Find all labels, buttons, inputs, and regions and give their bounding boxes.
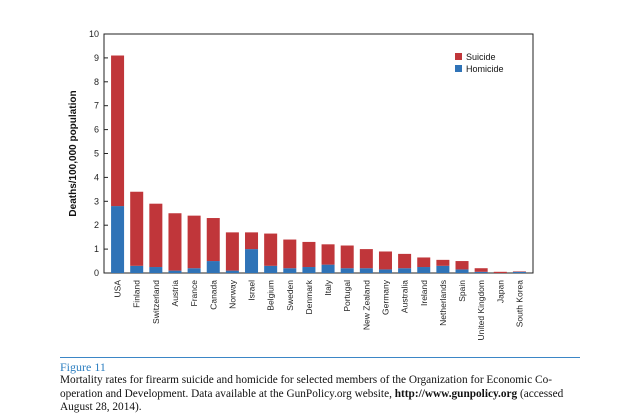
bar-suicide-united-kingdom (474, 268, 488, 272)
bar-suicide-sweden (283, 239, 297, 269)
bar-suicide-france (187, 215, 201, 269)
bar-homicide-denmark (302, 267, 316, 273)
y-tick-label: 3 (94, 196, 99, 206)
bar-homicide-italy (321, 264, 335, 273)
y-tick-label: 5 (94, 149, 99, 159)
x-category-label: Switzerland (151, 280, 161, 324)
bar-homicide-ireland (417, 267, 431, 273)
x-category-label: Spain (457, 280, 467, 302)
y-tick-label: 0 (94, 268, 99, 278)
x-category-label: Sweden (285, 280, 295, 311)
bar-suicide-new-zealand (359, 249, 373, 269)
y-tick-label: 7 (94, 101, 99, 111)
x-category-label: France (189, 280, 199, 307)
y-tick-label: 4 (94, 172, 99, 182)
x-category-label: United Kingdom (476, 280, 486, 340)
bar-suicide-belgium (264, 233, 278, 266)
bar-suicide-switzerland (149, 203, 163, 268)
x-category-label: Denmark (304, 279, 314, 314)
bar-suicide-israel (245, 232, 259, 250)
caption-rule (60, 357, 580, 358)
bar-homicide-belgium (264, 265, 278, 273)
x-category-label: Belgium (266, 280, 276, 311)
x-category-label: Norway (227, 279, 237, 309)
y-tick-label: 10 (89, 29, 99, 39)
bar-homicide-norway (225, 270, 239, 273)
bar-suicide-denmark (302, 241, 316, 268)
bar-homicide-south-korea (512, 271, 526, 273)
x-category-label: Italy (323, 279, 333, 295)
legend-swatch-homicide (455, 65, 462, 72)
x-category-label: Australia (400, 280, 410, 313)
x-category-label: Japan (495, 280, 505, 303)
x-category-label: Israel (247, 280, 257, 301)
y-tick-label: 2 (94, 220, 99, 230)
x-category-label: Netherlands (438, 280, 448, 326)
y-tick-label: 8 (94, 77, 99, 87)
bar-homicide-portugal (340, 268, 354, 273)
x-category-label: Portugal (342, 280, 352, 312)
x-category-label: Ireland (419, 280, 429, 306)
bar-homicide-finland (130, 265, 144, 273)
bar-homicide-austria (168, 270, 182, 273)
x-category-label: South Korea (514, 280, 524, 328)
bar-homicide-australia (398, 268, 412, 273)
caption-text: Mortality rates for firearm suicide and … (60, 374, 580, 415)
caption-url: http://www.gunpolicy.org (394, 387, 518, 400)
x-category-label: Canada (208, 280, 218, 310)
y-tick-label: 9 (94, 53, 99, 63)
caption-text-main: Mortality rates for firearm suicide and … (60, 374, 552, 400)
x-category-label: USA (113, 280, 123, 298)
bar-homicide-israel (245, 249, 259, 273)
bar-suicide-portugal (340, 245, 354, 269)
bar-suicide-finland (130, 191, 144, 266)
legend-label-homicide: Homicide (466, 64, 504, 74)
bar-suicide-usa (111, 55, 125, 207)
bar-homicide-germany (378, 269, 392, 273)
bar-homicide-france (187, 268, 201, 273)
figure-label: Figure 11 (60, 360, 106, 374)
bar-homicide-netherlands (436, 265, 450, 273)
bar-suicide-ireland (417, 257, 431, 268)
legend-swatch-suicide (455, 53, 462, 60)
bar-suicide-norway (225, 232, 239, 271)
bar-homicide-switzerland (149, 267, 163, 273)
chart: 0 1 2 3 4 5 6 7 8 9 10 Deaths/100,000 population USA… (68, 29, 534, 340)
legend-label-suicide: Suicide (466, 52, 496, 62)
bar-homicide-new-zealand (359, 268, 373, 273)
figure-caption: Figure 11 Mortality rates for firearm su… (60, 357, 580, 415)
bar-suicide-japan (493, 271, 507, 273)
x-category-label: Austria (170, 280, 180, 307)
y-tick-label: 1 (94, 244, 99, 254)
bar-homicide-sweden (283, 268, 297, 273)
x-category-label: Finland (132, 280, 142, 308)
bar-suicide-australia (398, 253, 412, 269)
bar-suicide-austria (168, 213, 182, 271)
bar-suicide-spain (455, 261, 469, 270)
bar-homicide-spain (455, 269, 469, 273)
bar-homicide-united-kingdom (474, 271, 488, 273)
bar-suicide-netherlands (436, 259, 450, 266)
bar-suicide-canada (206, 218, 220, 262)
bar-suicide-germany (378, 251, 392, 270)
bar-homicide-usa (111, 206, 125, 273)
x-category-label: Germany (380, 279, 390, 315)
x-category-label: New Zealand (361, 280, 371, 330)
bar-homicide-canada (206, 261, 220, 273)
bar-suicide-italy (321, 244, 335, 265)
caption-text-end: (accessed August 28, 2014). (60, 387, 564, 414)
y-axis-title: Deaths/100,000 population (68, 90, 79, 216)
y-tick-label: 6 (94, 125, 99, 135)
